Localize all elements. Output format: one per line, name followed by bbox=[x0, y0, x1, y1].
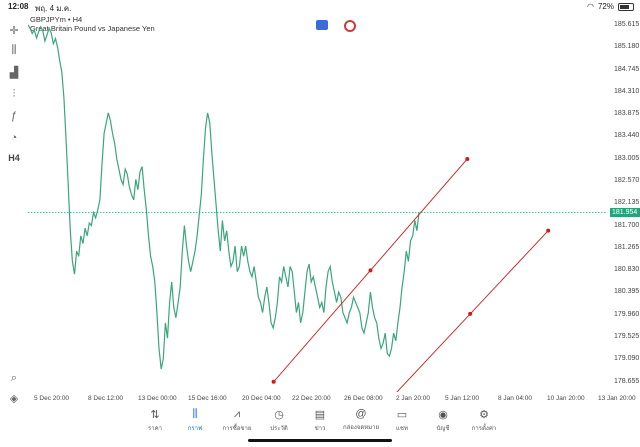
price-series-line bbox=[28, 24, 420, 370]
trendline-handle[interactable] bbox=[468, 311, 473, 316]
nav-label: การตั้งค่า bbox=[471, 426, 497, 432]
trendline-handle[interactable] bbox=[368, 268, 373, 273]
nav-icon: ⇅ bbox=[150, 409, 160, 421]
chart-top-icons bbox=[316, 20, 356, 32]
chart-toolbar: ✛ ⫼ ▟ ⫶ ƒ ◔ H4 ⌕ ◈ bbox=[0, 14, 28, 405]
time-tick: 13 Jan 20:00 bbox=[598, 395, 636, 402]
nav-label: ข่าว bbox=[314, 426, 326, 432]
battery-icon bbox=[618, 2, 634, 11]
shapes-icon[interactable]: ◔ bbox=[10, 132, 18, 144]
zoom-icon[interactable]: ⌕ bbox=[10, 371, 18, 384]
timeframe-label[interactable]: H4 bbox=[8, 153, 20, 163]
price-chart[interactable] bbox=[28, 14, 606, 392]
price-tick: 178.655 bbox=[614, 377, 640, 385]
time-tick: 13 Dec 00:00 bbox=[138, 395, 177, 402]
indicators-icon[interactable]: ⫶ bbox=[12, 87, 16, 100]
nav-icon: @ bbox=[355, 408, 367, 420]
time-tick: 10 Jan 20:00 bbox=[547, 395, 585, 402]
price-tick: 179.525 bbox=[614, 332, 640, 340]
price-tick: 183.440 bbox=[614, 132, 640, 140]
price-tick: 180.830 bbox=[614, 266, 640, 274]
nav-item-2[interactable]: ⩘ การซื้อขาย bbox=[215, 408, 259, 433]
price-tick: 181.700 bbox=[614, 221, 640, 229]
function-icon[interactable]: ƒ bbox=[10, 110, 18, 122]
time-tick: 26 Dec 08:00 bbox=[344, 395, 383, 402]
volume-bars-icon[interactable]: ▟ bbox=[9, 66, 19, 79]
price-tick: 185.615 bbox=[614, 21, 640, 28]
nav-icon: ◉ bbox=[438, 409, 448, 421]
time-tick: 8 Dec 12:00 bbox=[88, 395, 124, 402]
nav-item-1[interactable]: ⫼ กราฟ bbox=[173, 408, 217, 433]
current-price-label: 181.954 bbox=[610, 208, 640, 218]
price-tick: 183.875 bbox=[614, 110, 640, 118]
nav-icon: ▤ bbox=[314, 409, 326, 421]
status-bar: 12:08 พฤ. 4 ม.ค. ◠ 72% bbox=[0, 0, 640, 14]
nav-item-7[interactable]: ◉ บัญชี bbox=[421, 408, 465, 433]
nav-item-0[interactable]: ⇅ ราคา bbox=[133, 408, 177, 433]
one-click-icon[interactable] bbox=[344, 20, 356, 32]
nav-item-8[interactable]: ⚙ การตั้งค่า bbox=[462, 408, 506, 433]
nav-item-3[interactable]: ◷ ประวัติ bbox=[257, 408, 301, 433]
crosshair-icon[interactable]: ✛ bbox=[9, 24, 19, 37]
time-tick: 22 Dec 20:00 bbox=[292, 395, 331, 402]
price-tick: 180.395 bbox=[614, 288, 640, 296]
time-axis: 5 Dec 20:00 8 Dec 12:00 13 Dec 00:00 15 Dec… bbox=[28, 393, 636, 405]
price-tick: 182.570 bbox=[614, 176, 640, 184]
battery-label: 72% bbox=[597, 2, 614, 11]
nav-icon: ⚙ bbox=[479, 409, 489, 421]
nav-label: กล่องจดหมาย bbox=[342, 425, 380, 431]
price-tick: 179.960 bbox=[614, 310, 640, 318]
trade-panel-icon[interactable] bbox=[316, 20, 328, 30]
status-time: 12:08 bbox=[8, 2, 29, 11]
candles-icon[interactable]: ⫼ bbox=[11, 43, 17, 56]
bottom-navigation: ⇅ ราคา ⫼ กราฟ ⩘ การซื้อขาย ◷ ประวัติ ▤ ข่าว @ กล่อง… bbox=[0, 405, 640, 447]
time-tick: 5 Dec 20:00 bbox=[34, 395, 70, 402]
trendline-handle[interactable] bbox=[546, 228, 551, 233]
nav-item-4[interactable]: ▤ ข่าว bbox=[298, 408, 342, 433]
nav-label: การซื้อขาย bbox=[222, 426, 252, 432]
price-tick: 184.310 bbox=[614, 87, 640, 95]
home-indicator bbox=[248, 439, 392, 442]
trendline-2[interactable] bbox=[392, 230, 549, 392]
nav-label: ราคา bbox=[148, 426, 162, 432]
nav-label: แชท bbox=[396, 426, 408, 432]
trendline-handle[interactable] bbox=[271, 379, 276, 384]
price-tick: 183.005 bbox=[614, 154, 640, 162]
time-tick: 2 Jan 20:00 bbox=[396, 395, 430, 402]
nav-label: บัญชี bbox=[436, 426, 450, 432]
time-tick: 20 Dec 04:00 bbox=[242, 395, 281, 402]
time-tick: 5 Jan 12:00 bbox=[445, 395, 479, 402]
price-tick: 181.265 bbox=[614, 243, 640, 251]
nav-label: กราฟ bbox=[187, 426, 203, 432]
price-tick: 179.090 bbox=[614, 355, 640, 363]
nav-item-6[interactable]: ▭ แชท bbox=[380, 408, 424, 433]
nav-item-5[interactable]: @ กล่องจดหมาย bbox=[339, 408, 383, 432]
trendline-handle[interactable] bbox=[465, 156, 470, 161]
time-tick: 8 Jan 04:00 bbox=[498, 395, 532, 402]
symbol-description: Great Britain Pound vs Japanese Yen bbox=[30, 24, 155, 33]
logo-icon[interactable]: ◈ bbox=[9, 392, 19, 405]
price-tick: 182.135 bbox=[614, 199, 640, 207]
status-right: ◠ 72% bbox=[587, 2, 634, 11]
nav-icon: ⫼ bbox=[192, 408, 198, 420]
time-tick: 15 Dec 16:00 bbox=[188, 395, 227, 402]
nav-icon: ◷ bbox=[274, 409, 284, 421]
nav-icon: ⩘ bbox=[233, 408, 241, 420]
nav-icon: ▭ bbox=[396, 409, 408, 421]
status-date: พฤ. 4 ม.ค. bbox=[35, 4, 72, 13]
price-tick: 184.745 bbox=[614, 65, 640, 73]
symbol-title: GBPJPYm • H4 bbox=[30, 15, 83, 24]
price-tick: 185.180 bbox=[614, 43, 640, 51]
wifi-icon: ◠ bbox=[587, 2, 594, 11]
price-axis: 185.615 185.180 184.745 184.310 183.875 183.4… bbox=[610, 14, 640, 392]
nav-label: ประวัติ bbox=[270, 426, 288, 432]
